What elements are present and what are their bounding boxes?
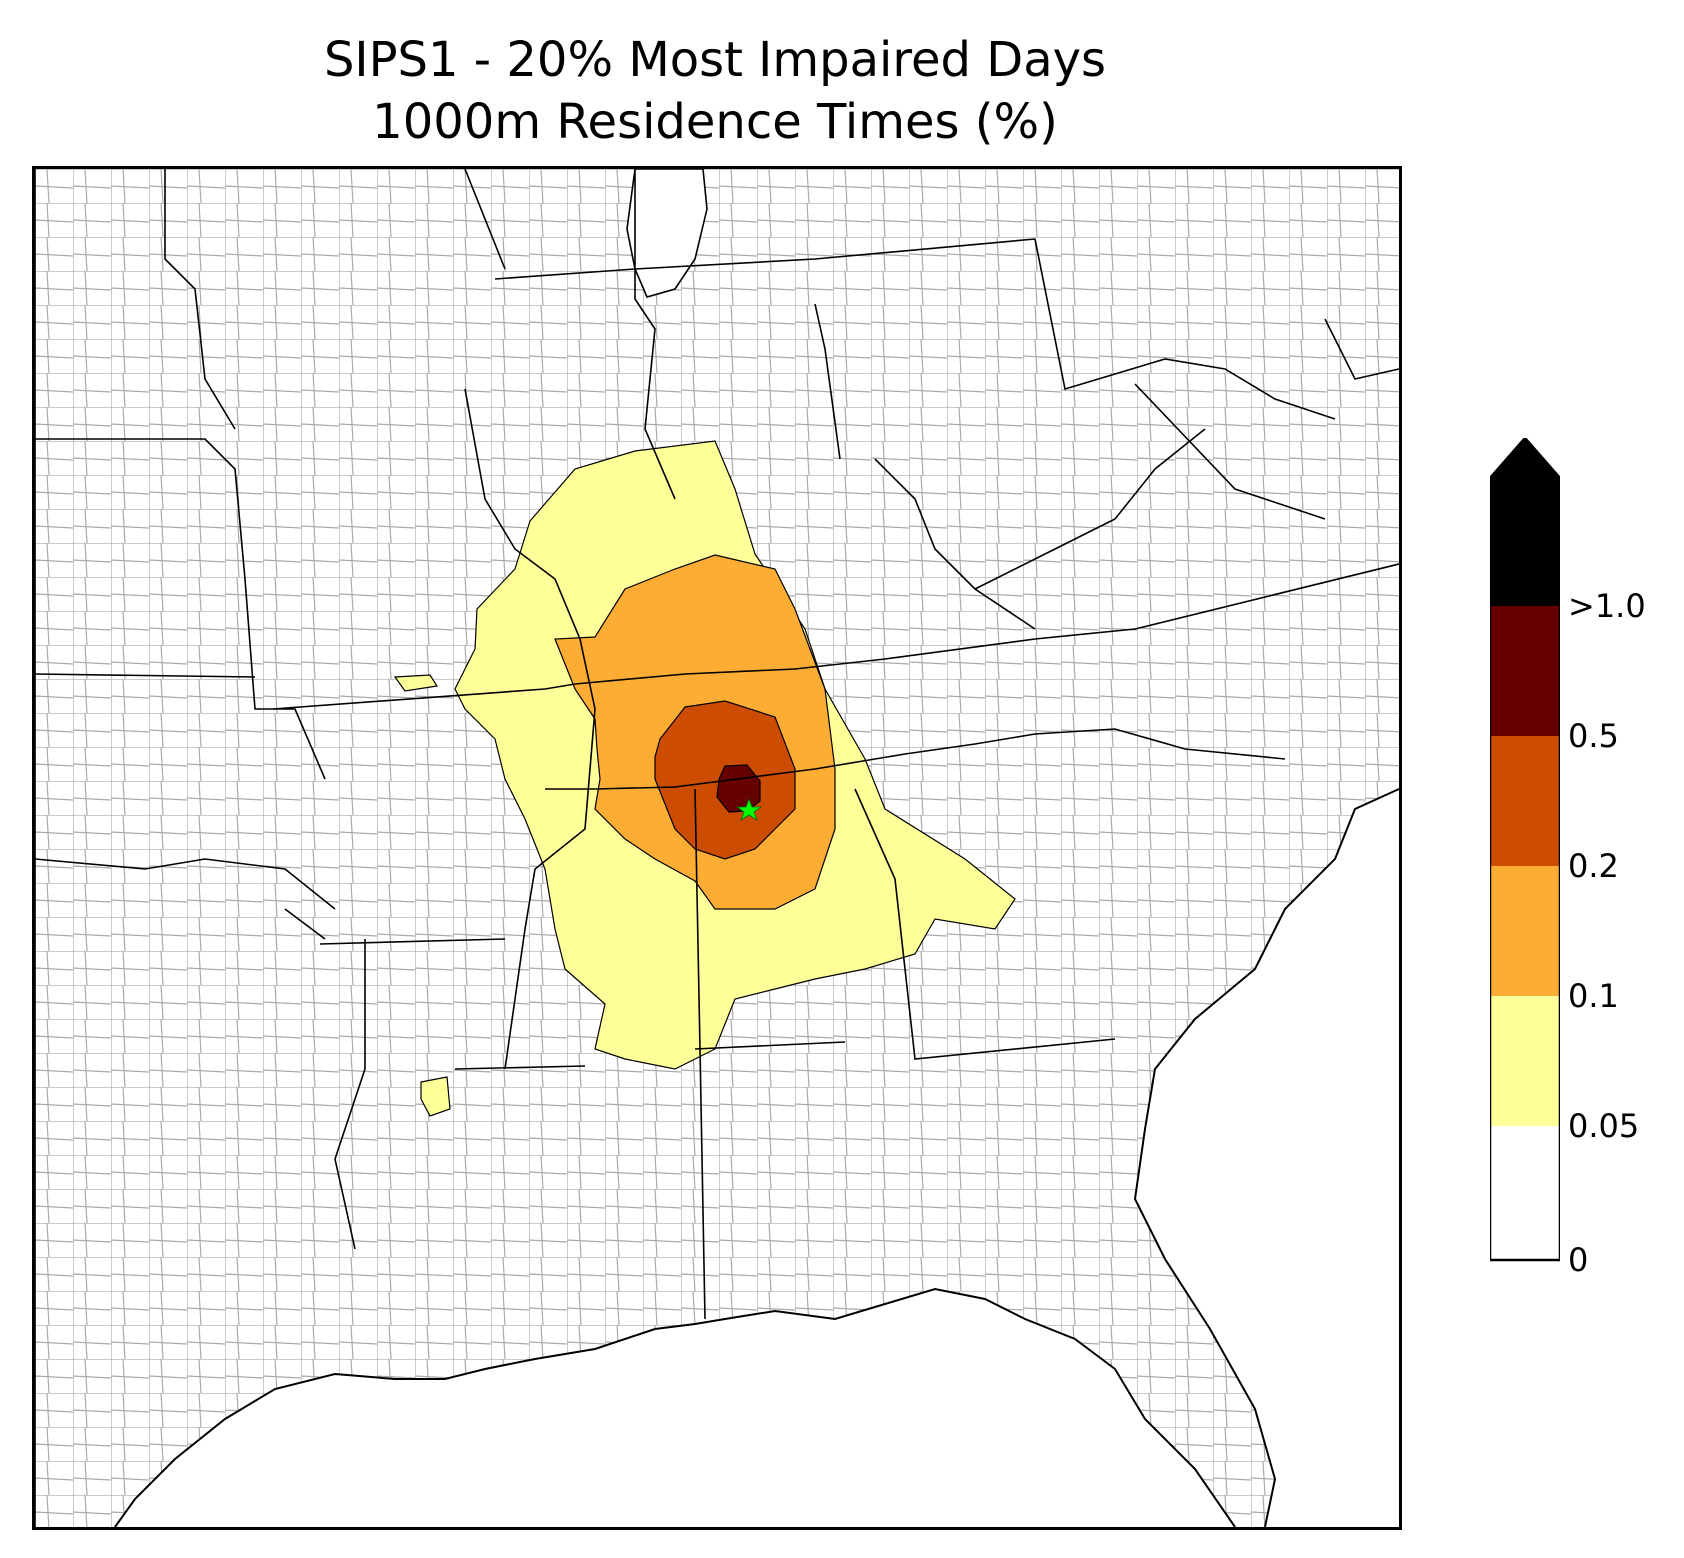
map-canvas <box>35 169 1399 1527</box>
colorbar-tick-label: 0.5 <box>1568 717 1619 755</box>
map-title-line1: SIPS1 - 20% Most Impaired Days <box>323 32 1107 88</box>
colorbar-level-0-0.05 <box>1490 1126 1560 1260</box>
colorbar-extend-arrow <box>1490 438 1560 606</box>
colorbar-tick-label: 0.1 <box>1568 977 1619 1015</box>
coastline <box>114 788 1399 1527</box>
colorbar-level-0.5-1.0 <box>1490 606 1560 736</box>
map-title-line2: 1000m Residence Times (%) <box>372 94 1058 150</box>
colorbar-tick-label: >1.0 <box>1568 587 1646 625</box>
colorbar-level-0.2-0.5 <box>1490 736 1560 866</box>
colorbar-tick-label: 0.05 <box>1568 1107 1640 1145</box>
colorbar-level-0.1-0.2 <box>1490 866 1560 996</box>
colorbar-tick-label: 0 <box>1568 1241 1589 1279</box>
state-boundaries <box>35 169 1399 1527</box>
map-panel <box>32 166 1402 1530</box>
source-marker <box>735 797 763 821</box>
lake-michigan <box>626 169 708 298</box>
colorbar <box>1490 438 1560 1262</box>
colorbar-level-0.05-0.1 <box>1490 996 1560 1126</box>
colorbar-tick-label: 0.2 <box>1568 847 1619 885</box>
